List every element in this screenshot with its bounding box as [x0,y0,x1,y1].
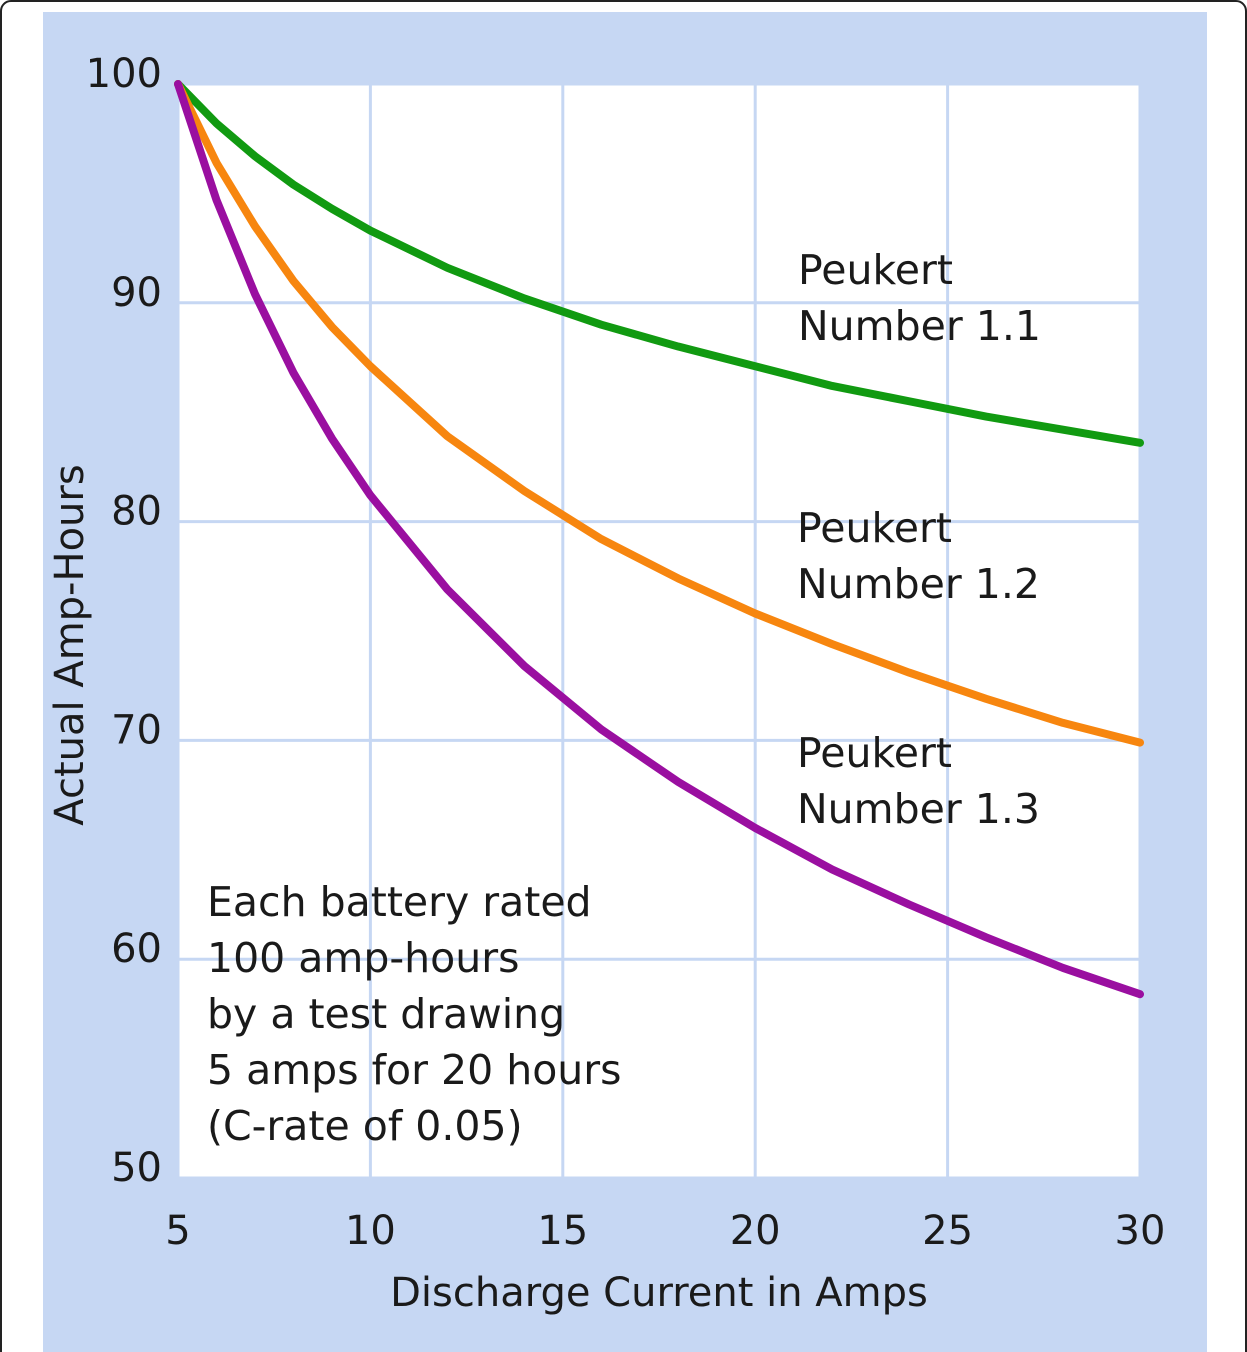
x-axis-label: Discharge Current in Amps [390,1270,928,1316]
annotation: Number 1.1 [798,302,1041,350]
annotation: Each battery rated [207,878,592,926]
series-line [174,80,1144,447]
annotation: Number 1.2 [797,560,1040,608]
x-tick-label: 25 [922,1208,973,1254]
y-tick-label: 70 [111,707,162,753]
y-tick-label: 60 [111,926,162,972]
annotation: Peukert [797,504,952,552]
x-tick-label: 10 [345,1208,396,1254]
series-line [174,80,1144,747]
annotation: 100 amp-hours [207,934,519,982]
annotation: (C-rate of 0.05) [207,1102,523,1150]
x-tick-label: 5 [165,1208,190,1254]
annotation: 5 amps for 20 hours [207,1046,621,1094]
y-tick-label: 90 [111,270,162,316]
annotation: Number 1.3 [797,785,1040,833]
y-tick-label: 100 [86,51,162,97]
annotation: Peukert [797,729,952,777]
x-tick-label: 30 [1115,1208,1166,1254]
annotation: Peukert [798,246,953,294]
y-axis-label: Actual Amp-Hours [47,464,93,825]
annotation: by a test drawing [207,990,565,1038]
series-line [174,80,1144,999]
y-tick-label: 80 [111,489,162,535]
x-tick-label: 20 [730,1208,781,1254]
x-tick-label: 15 [537,1208,588,1254]
plot-area [178,84,1140,1178]
y-tick-label: 50 [111,1145,162,1191]
